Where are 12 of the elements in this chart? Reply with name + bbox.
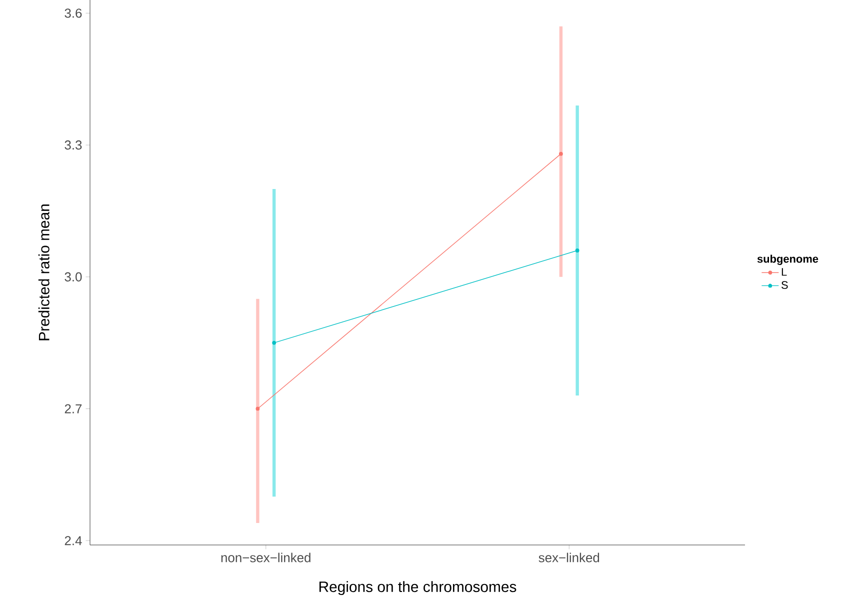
- x-tick-label: non−sex−linked: [221, 552, 310, 562]
- y-tick-label: 3.6: [64, 8, 82, 18]
- legend-label: L: [782, 268, 787, 276]
- legend-label: S: [782, 281, 788, 289]
- legend-title: subgenome: [757, 254, 818, 265]
- y-tick-label: 2.7: [64, 404, 82, 414]
- x-tick-label: sex−linked: [538, 552, 600, 562]
- x-axis-title: Regions on the chromosomes: [319, 581, 516, 596]
- y-axis-title: Predicted ratio mean: [38, 204, 50, 340]
- y-tick-label: 2.4: [64, 536, 82, 546]
- y-tick-label: 3.0: [64, 272, 82, 282]
- y-tick-label: 3.3: [64, 140, 82, 150]
